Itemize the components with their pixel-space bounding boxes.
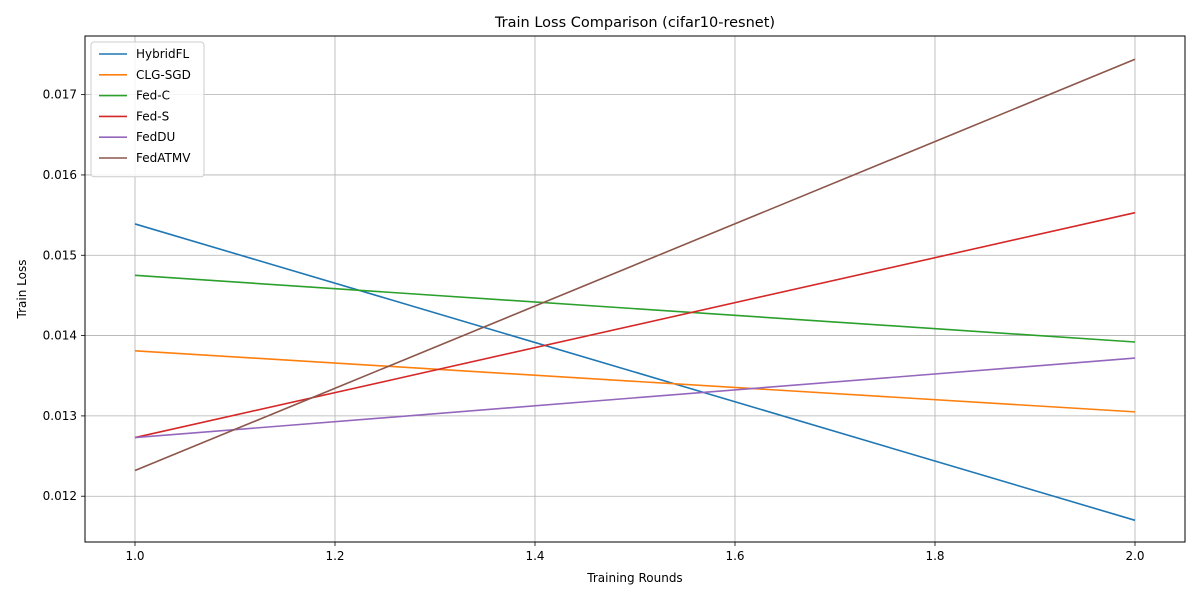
y-tick-label: 0.014	[43, 329, 77, 343]
legend-label-clg-sgd: CLG-SGD	[136, 68, 191, 82]
series-line-feddu	[134, 357, 1136, 439]
series-line-fed-s	[134, 211, 1136, 439]
legend: HybridFL CLG-SGD Fed-C Fed-S FedDU FedATMV	[90, 41, 205, 178]
x-tick-label: 1.8	[925, 549, 944, 563]
y-tick-label: 0.016	[43, 168, 77, 182]
y-axis-ticks: 0.012 0.013 0.014 0.015 0.016 0.017	[43, 88, 85, 503]
x-tick-label: 2.0	[1125, 549, 1144, 563]
series-line-clg-sgd	[134, 350, 1136, 413]
legend-label-feddu: FedDU	[136, 130, 175, 144]
x-tick-label: 1.2	[325, 549, 344, 563]
x-axis-ticks: 1.0 1.2 1.4 1.6 1.8 2.0	[125, 542, 1145, 563]
plot-frame	[84, 35, 1186, 543]
chart-title: Train Loss Comparison (cifar10-resnet)	[494, 15, 775, 31]
legend-label-hybridfl: HybridFL	[136, 47, 190, 61]
y-axis-label: Train Loss	[15, 260, 29, 320]
x-tick-label: 1.6	[725, 549, 744, 563]
legend-label-fedatmv: FedATMV	[136, 151, 191, 165]
legend-label-fed-c: Fed-C	[136, 89, 170, 103]
series-line-fed-c	[134, 274, 1136, 343]
y-tick-label: 0.015	[43, 248, 77, 262]
x-tick-label: 1.0	[125, 549, 144, 563]
series-lines	[134, 58, 1136, 522]
y-tick-label: 0.013	[43, 409, 77, 423]
series-line-fedatmv	[134, 58, 1136, 472]
legend-label-fed-s: Fed-S	[136, 109, 169, 123]
y-tick-label: 0.012	[43, 489, 77, 503]
y-tick-label: 0.017	[43, 88, 77, 102]
series-line-hybridfl	[134, 223, 1136, 522]
x-axis-label: Training Rounds	[586, 571, 682, 585]
legend-box	[90, 41, 205, 178]
x-tick-label: 1.4	[525, 549, 544, 563]
